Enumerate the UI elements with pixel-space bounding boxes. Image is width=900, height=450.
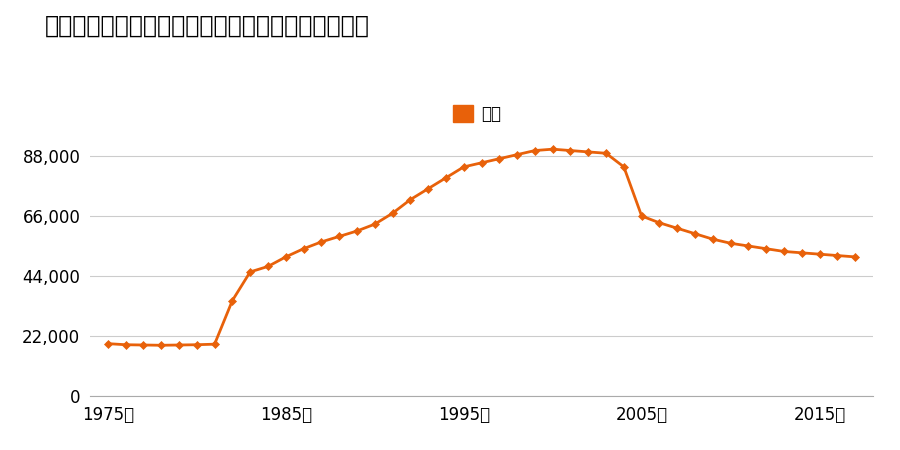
Text: 愛媛県西条市神拝字原ノ前甲３６１番９の地価推移: 愛媛県西条市神拝字原ノ前甲３６１番９の地価推移 — [45, 14, 370, 37]
Legend: 価格: 価格 — [446, 99, 508, 130]
